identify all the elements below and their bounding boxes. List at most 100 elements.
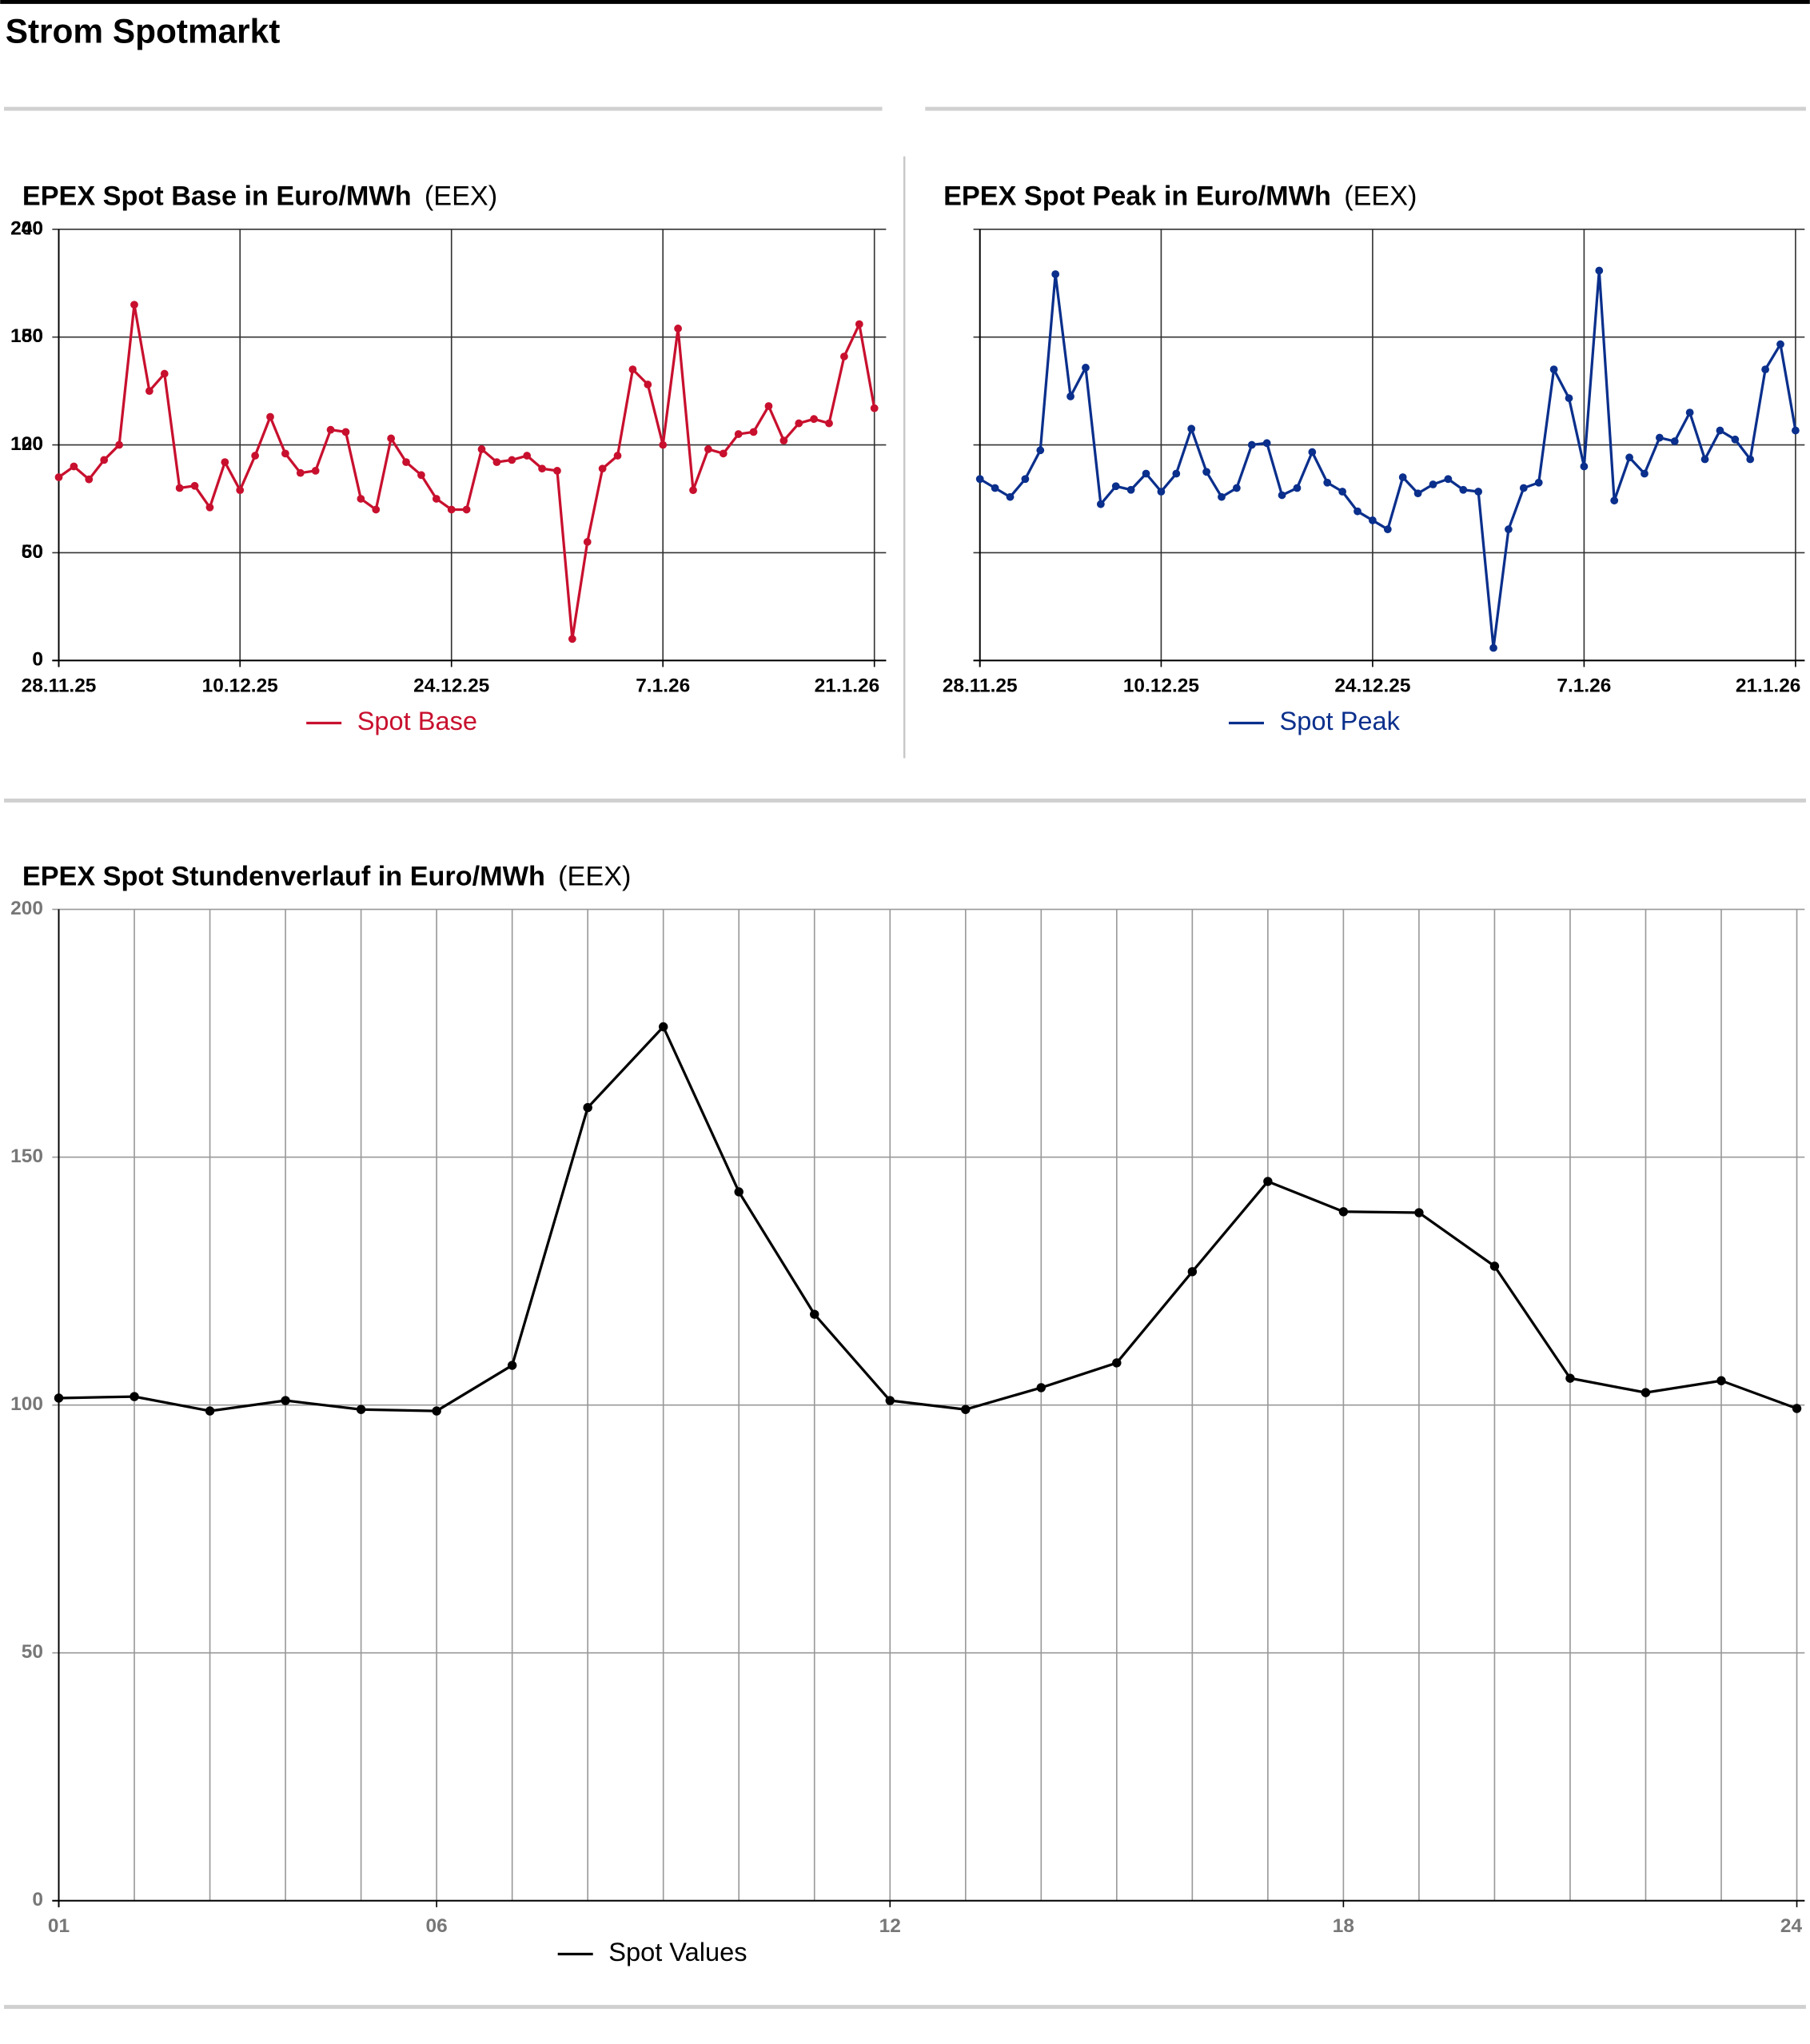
chart-title: EPEX Spot Base in Euro/MWh (EEX): [22, 181, 497, 212]
y-tick-label: 0: [32, 649, 43, 671]
data-point: [1489, 1261, 1500, 1271]
data-point: [1112, 1358, 1122, 1368]
chart-source: (EEX): [1344, 181, 1417, 212]
data-point: [1685, 408, 1694, 416]
data-point: [991, 484, 999, 492]
data-point: [1247, 440, 1256, 449]
data-point: [357, 495, 365, 503]
series-line: [58, 1025, 1798, 1412]
x-tick-label: 01: [48, 1915, 70, 1937]
data-point: [236, 486, 245, 495]
data-point: [1202, 468, 1210, 476]
data-point: [1670, 437, 1679, 445]
data-point: [251, 452, 260, 460]
data-point: [749, 428, 758, 436]
data-point: [1700, 455, 1709, 464]
series-line: [58, 303, 876, 640]
data-point: [1323, 478, 1332, 487]
x-tick-label: 21.1.26: [815, 675, 880, 696]
data-point: [1232, 484, 1241, 492]
x-tick-label: 21.1.26: [1736, 675, 1801, 696]
data-point: [205, 503, 214, 512]
top-bar: [0, 0, 1810, 4]
data-point: [1565, 394, 1573, 402]
data-point: [1731, 435, 1740, 444]
data-point: [1641, 1388, 1651, 1397]
x-tick-label: 7.1.26: [1557, 675, 1611, 696]
data-point: [1051, 270, 1060, 278]
data-point: [598, 464, 607, 473]
x-tick-label: 24: [1780, 1915, 1803, 1937]
x-tick-label: 18: [1333, 1915, 1354, 1937]
separator: [925, 106, 1806, 111]
chart-title-text: EPEX Spot Stundenverlauf in Euro/MWh: [22, 861, 545, 891]
data-point: [689, 486, 697, 495]
data-point: [779, 436, 788, 445]
data-point: [130, 1392, 139, 1401]
data-point: [190, 481, 199, 490]
data-point: [1126, 485, 1135, 494]
data-point: [387, 434, 396, 443]
data-point: [145, 387, 153, 396]
data-point: [281, 449, 289, 458]
data-point: [462, 505, 471, 514]
data-point: [100, 456, 109, 464]
data-point: [432, 495, 441, 503]
data-point: [795, 419, 803, 428]
data-point: [341, 428, 350, 436]
data-point: [1580, 462, 1589, 471]
data-point: [870, 404, 879, 412]
chart-source: (EEX): [425, 181, 497, 212]
y-tick-label: 50: [22, 541, 43, 563]
data-point: [1308, 448, 1317, 456]
data-point: [674, 325, 682, 333]
data-point: [508, 456, 516, 464]
data-point: [961, 1405, 971, 1414]
data-point: [1036, 1383, 1047, 1393]
data-point: [568, 635, 576, 643]
data-point: [1459, 485, 1468, 494]
data-point: [628, 365, 637, 374]
chart-source: (EEX): [558, 861, 631, 891]
data-point: [734, 430, 743, 438]
data-point: [54, 1393, 64, 1403]
data-point: [1354, 507, 1361, 516]
data-point: [1111, 482, 1120, 491]
data-point: [885, 1396, 895, 1405]
data-point: [54, 473, 63, 481]
data-point: [1187, 1267, 1198, 1277]
data-point: [1429, 480, 1437, 488]
data-point: [1293, 484, 1302, 492]
y-tick-label: 0: [32, 649, 43, 671]
data-point: [432, 1406, 441, 1416]
data-point: [1157, 488, 1166, 496]
chart-title: EPEX Spot Stundenverlauf in Euro/MWh (EEX…: [22, 861, 632, 891]
data-point: [402, 458, 410, 467]
data-point: [1413, 489, 1422, 498]
data-point: [70, 462, 78, 471]
legend-label: Spot Values: [608, 1937, 747, 1966]
legend-label: Spot Peak: [1280, 706, 1401, 735]
data-point: [659, 440, 668, 449]
data-point: [810, 415, 819, 424]
data-point: [1610, 496, 1619, 505]
data-point: [1444, 475, 1453, 484]
data-point: [523, 452, 532, 460]
data-point: [1262, 439, 1271, 448]
data-point: [975, 475, 984, 484]
data-point: [205, 1406, 215, 1416]
data-point: [1383, 525, 1392, 534]
data-point: [658, 1022, 668, 1032]
y-tick-label: 120: [10, 433, 43, 455]
data-point: [311, 467, 320, 475]
data-point: [266, 412, 274, 421]
x-tick-label: 28.11.25: [943, 675, 1018, 696]
data-point: [840, 353, 848, 361]
data-point: [1489, 643, 1497, 652]
data-point: [1792, 1404, 1802, 1413]
data-point: [1338, 488, 1347, 496]
data-point: [417, 471, 425, 480]
x-tick-label: 12: [879, 1915, 901, 1937]
data-point: [281, 1396, 290, 1405]
data-point: [447, 505, 456, 514]
